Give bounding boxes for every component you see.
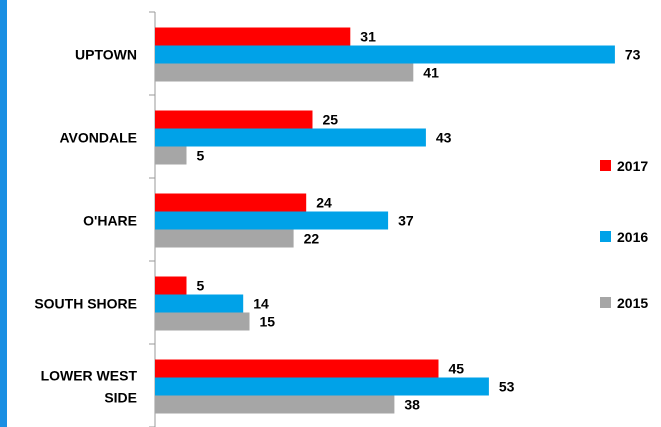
legend-swatch-2015 (600, 297, 611, 308)
category-label: SOUTH SHORE (34, 296, 137, 312)
bar-2015-1 (155, 146, 187, 165)
value-label: 22 (304, 231, 320, 247)
bar-2017-0 (155, 27, 351, 46)
bar-2015-2 (155, 229, 294, 248)
bar-2015-0 (155, 63, 414, 82)
legend-label-2017: 2017 (617, 158, 648, 174)
category-labels: UPTOWN AVONDALE O'HARE SOUTH SHORE LOWER WES… (34, 47, 137, 406)
value-label: 45 (449, 361, 465, 377)
bar-2017-1 (155, 110, 313, 129)
value-label: 5 (197, 278, 205, 294)
legend: 2017 2016 2015 (600, 158, 648, 311)
value-label: 41 (423, 65, 439, 81)
value-label: 25 (323, 112, 339, 128)
bar-2016-4 (155, 377, 489, 396)
value-label: 73 (625, 47, 641, 63)
category-label: LOWER WEST (41, 368, 138, 384)
value-label: 15 (260, 314, 276, 330)
category-label: O'HARE (83, 213, 137, 229)
category-label: UPTOWN (75, 47, 137, 63)
legend-swatch-2016 (600, 231, 611, 242)
bar-2016-2 (155, 211, 389, 230)
value-labels: 31 73 41 25 43 5 24 37 22 5 14 15 45 53 38 (197, 29, 641, 413)
value-label: 31 (360, 29, 376, 45)
bar-2016-1 (155, 128, 426, 147)
value-label: 53 (499, 379, 515, 395)
legend-swatch-2017 (600, 160, 611, 171)
value-label: 24 (316, 195, 332, 211)
bar-2017-4 (155, 359, 439, 378)
bar-2017-2 (155, 193, 307, 212)
value-label: 14 (253, 296, 269, 312)
legend-label-2016: 2016 (617, 229, 648, 245)
value-label: 37 (398, 213, 414, 229)
category-label: AVONDALE (59, 130, 137, 146)
legend-label-2015: 2015 (617, 295, 648, 311)
bar-2016-0 (155, 45, 615, 64)
axis-ticks (149, 11, 155, 427)
bar-2017-3 (155, 276, 187, 295)
value-label: 38 (404, 397, 420, 413)
bar-2015-3 (155, 312, 250, 331)
value-label: 43 (436, 130, 452, 146)
bar-2016-3 (155, 294, 244, 313)
category-label: SIDE (104, 390, 137, 406)
bar-2015-4 (155, 395, 395, 414)
value-label: 5 (197, 148, 205, 164)
bars (155, 27, 615, 414)
accent-stripe (0, 0, 7, 427)
